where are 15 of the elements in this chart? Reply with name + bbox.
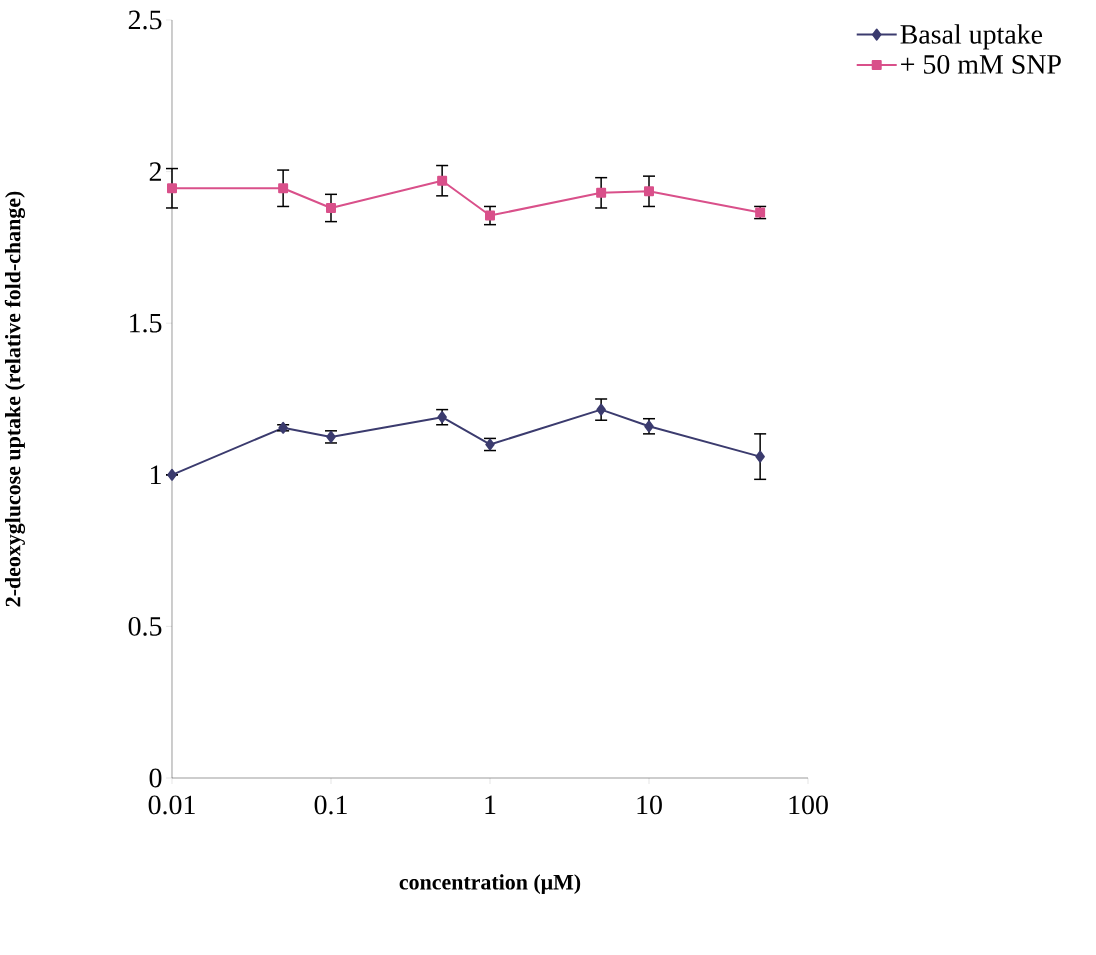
legend-label: + 50 mM SNP — [901, 55, 1061, 74]
legend-label: Basal uptake — [900, 24, 1043, 50]
x-axis-title: concentration (μM) — [399, 874, 581, 895]
y-tick-label: 1.5 — [130, 313, 162, 333]
y-tick-label: 0 — [149, 768, 162, 788]
y-tick-label: 2 — [149, 162, 161, 181]
x-tick-label: 0.01 — [148, 795, 195, 815]
x-tick-label: 0.1 — [314, 795, 347, 815]
y-tick-label: 0.5 — [128, 616, 162, 636]
x-tick-label: 1 — [485, 795, 496, 814]
x-tick-label: 100 — [789, 795, 828, 815]
y-tick-label: 1 — [150, 465, 161, 484]
y-axis-title: 2-deoxyglucose uptake (relative fold-change) — [4, 191, 26, 607]
x-tick-label: 10 — [637, 795, 662, 815]
y-tick-label: 2.5 — [128, 10, 162, 30]
